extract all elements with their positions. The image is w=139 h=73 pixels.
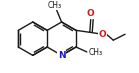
Text: CH₃: CH₃ xyxy=(48,1,62,10)
Text: O: O xyxy=(99,30,106,39)
Text: N: N xyxy=(58,51,65,60)
Text: O: O xyxy=(87,9,95,18)
Text: CH₃: CH₃ xyxy=(89,48,103,57)
